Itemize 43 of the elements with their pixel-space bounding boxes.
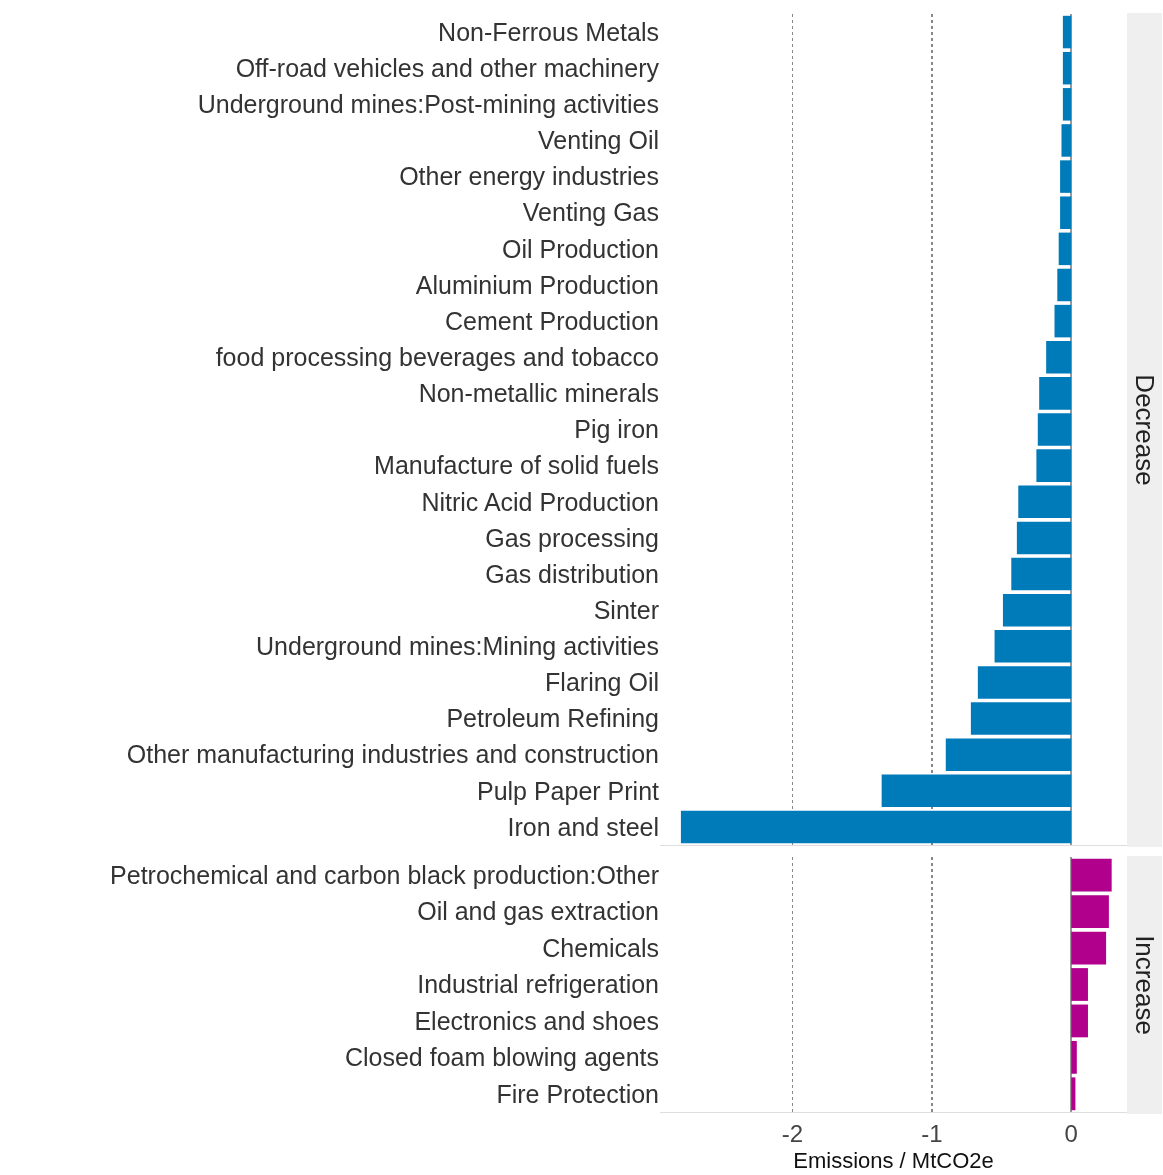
y-tick-label: Underground mines:Mining activities (256, 632, 659, 661)
y-tick-label: Petrochemical and carbon black production:Other (110, 860, 659, 889)
y-tick-label: Pig iron (574, 415, 659, 444)
y-tick-label: Other manufacturing industries and construction (126, 740, 659, 769)
bar (1071, 968, 1088, 1001)
y-tick-label: Gas distribution (485, 559, 659, 588)
y-tick-label: Non-Ferrous Metals (438, 17, 659, 46)
y-tick-label: Underground mines:Post-mining activities (197, 90, 659, 119)
y-tick-label: Fire Protection (496, 1079, 659, 1108)
y-tick-label: Aluminium Production (415, 270, 659, 299)
bar (1071, 931, 1107, 965)
y-tick-label: Venting Gas (522, 198, 659, 227)
y-tick-label: Chemicals (542, 933, 659, 962)
y-tick-label: Iron and steel (507, 812, 659, 841)
y-tick-label: Sinter (593, 595, 659, 624)
y-tick-label: Closed foam blowing agents (344, 1043, 659, 1072)
y-tick-label: Cement Production (444, 306, 659, 335)
bar (1071, 1004, 1088, 1038)
y-tick-label: Flaring Oil (545, 668, 659, 697)
bar (1071, 1040, 1077, 1074)
text: Increase (1129, 935, 1160, 1035)
y-tick-label: Manufacture of solid fuels (374, 451, 659, 480)
bar (1071, 1077, 1076, 1111)
text: Decrease (1129, 374, 1160, 486)
y-tick-label: Off-road vehicles and other machinery (235, 53, 660, 82)
y-tick-label: Nitric Acid Production (421, 487, 659, 516)
y-tick-label: Petroleum Refining (446, 704, 659, 733)
y-tick-label: Oil and gas extraction (417, 897, 659, 926)
y-tick-label: Pulp Paper Print (476, 776, 660, 805)
y-tick-label: Electronics and shoes (414, 1006, 659, 1035)
y-tick-label: Gas processing (485, 523, 659, 552)
y-tick-label: Oil Production (501, 234, 659, 263)
bar (1071, 895, 1109, 929)
bar (1071, 858, 1112, 892)
y-tick-label: Venting Oil (538, 126, 659, 155)
x-axis-title: Emissions / MtCO2e (793, 1147, 994, 1173)
y-tick-label: food processing beverages and tobacco (215, 342, 659, 371)
x-tick-label: -2 (781, 1119, 804, 1147)
y-tick-label: Other energy industries (399, 162, 659, 191)
y-tick-label: Industrial refrigeration (417, 970, 659, 999)
x-tick-label: 0 (1064, 1119, 1078, 1147)
y-tick-label: Non-metallic minerals (418, 379, 659, 408)
x-tick-label: -1 (921, 1119, 943, 1147)
